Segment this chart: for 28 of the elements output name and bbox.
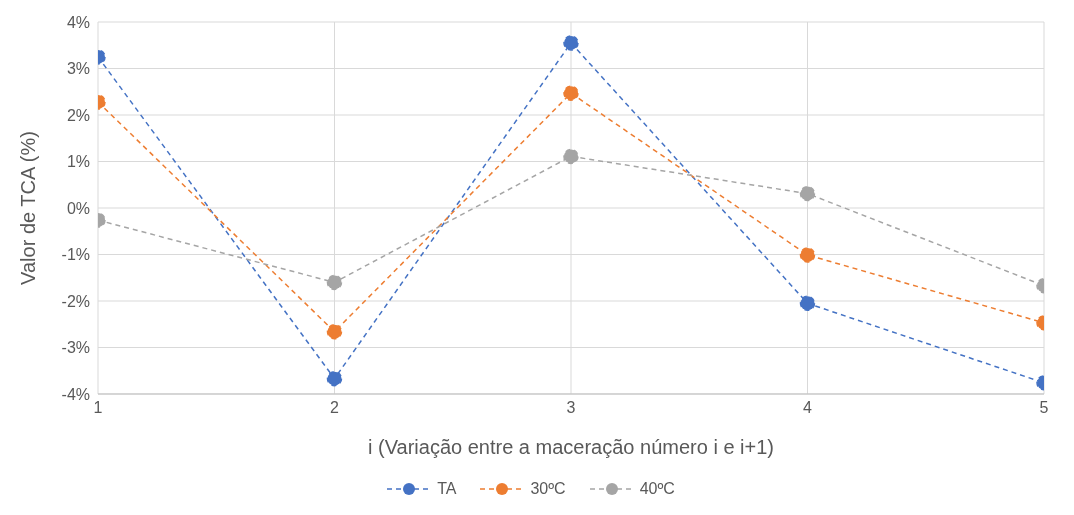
- x-tick-label: 4: [803, 399, 813, 417]
- legend-label: TA: [437, 480, 457, 498]
- y-tick-label: 4%: [66, 13, 90, 31]
- y-axis-title: Valor de TCA (%): [17, 131, 40, 285]
- x-tick-label: 5: [1039, 399, 1049, 417]
- legend-label: 30ºC: [530, 480, 566, 498]
- x-tick-label: 1: [93, 399, 103, 417]
- point: [326, 370, 343, 387]
- point: [563, 85, 579, 101]
- y-tick-label: -1%: [61, 246, 90, 264]
- point: [563, 148, 579, 165]
- x-axis-title: i (Variação entre a maceração número i e i+1): [368, 436, 774, 458]
- point: [326, 274, 343, 291]
- point: [563, 35, 579, 51]
- point: [799, 295, 816, 312]
- y-tick-label: -2%: [61, 292, 90, 310]
- point: [799, 185, 816, 202]
- x-tick-label: 2: [330, 399, 340, 417]
- y-tick-label: 0%: [66, 199, 90, 217]
- point: [326, 323, 343, 340]
- legend-label: 40ºC: [639, 480, 675, 498]
- y-tick-label: -3%: [61, 339, 90, 357]
- point: [799, 247, 816, 263]
- y-tick-label: 2%: [66, 106, 90, 124]
- x-tick-label: 3: [566, 399, 576, 417]
- y-tick-label: 3%: [66, 60, 90, 78]
- y-tick-label: 1%: [66, 153, 90, 171]
- y-tick-label: -4%: [61, 385, 90, 403]
